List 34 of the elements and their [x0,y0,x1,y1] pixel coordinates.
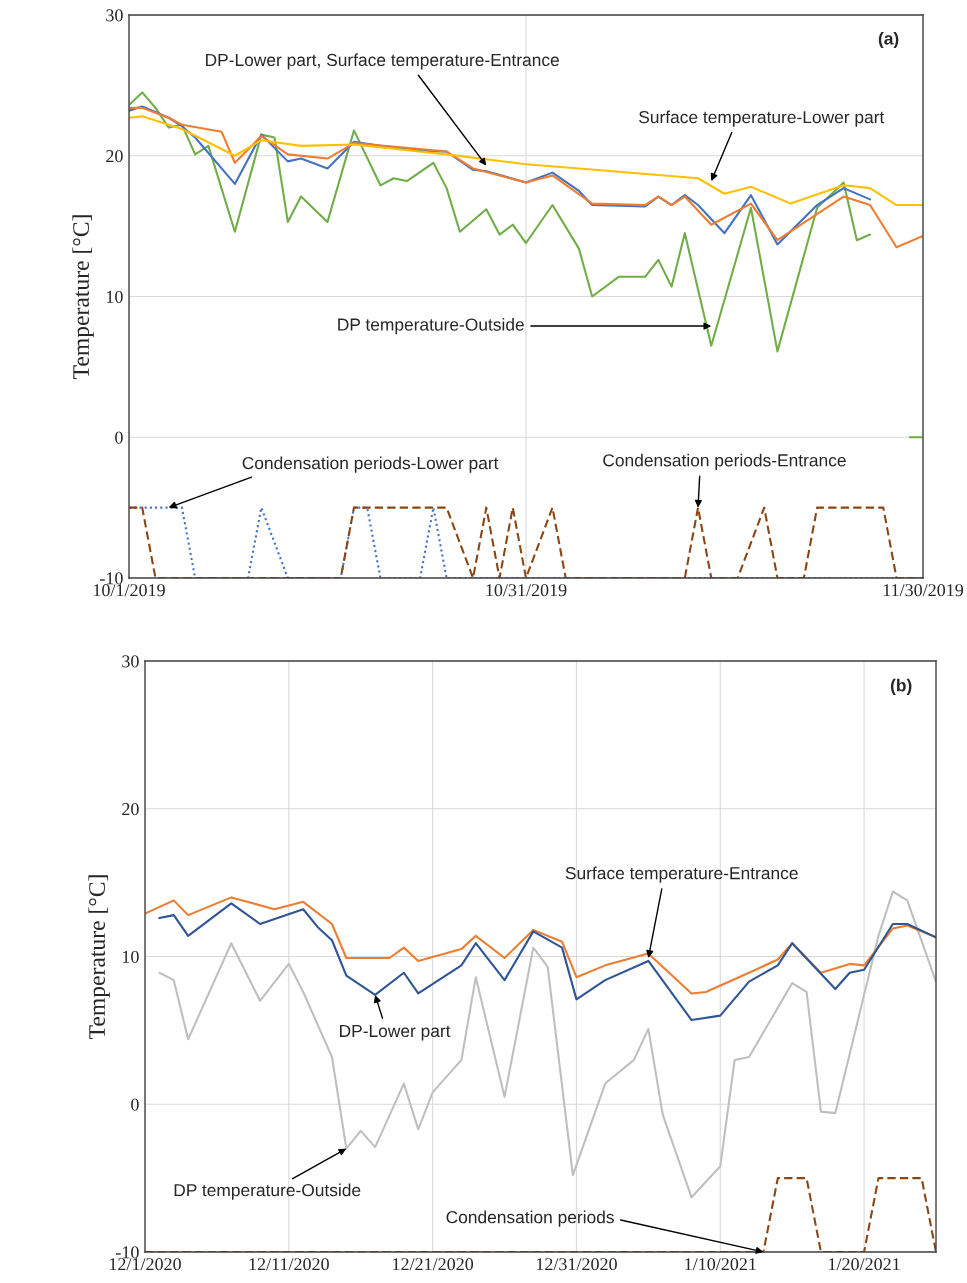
x-tick-label: 11/30/2019 [883,584,964,597]
y-tick-label: 30 [122,655,139,668]
annotation: DP temperature-Outside [174,1183,361,1200]
line-series [158,902,936,1022]
annotation: DP temperature-Outside [338,317,524,335]
x-tick-label: 12/11/2020 [249,1258,329,1271]
x-tick-label: 12/21/2020 [393,1258,474,1271]
annotation: Condensation periods-Entrance [603,453,846,470]
annotation: (b) [890,678,912,695]
y-tick-label: 20 [106,150,123,163]
x-tick-label: 10/1/2019 [93,584,165,597]
line-series [158,890,936,1199]
y-tick-label: 0 [115,431,123,444]
annotation: DP-Lower part [340,1024,451,1041]
x-tick-label: 1/20/2021 [829,1258,900,1271]
annotation: DP-Lower part, Surface temperature-Entrance [206,53,559,70]
x-tick-label: 10/31/2019 [486,584,567,597]
x-tick-label: 12/31/2020 [536,1258,617,1271]
y-tick-label: 10 [106,290,123,303]
x-tick-label: 1/10/2021 [685,1258,756,1271]
y-tick-label: 30 [106,9,123,22]
y-axis-title: Temperature [°C] [88,875,110,1039]
y-tick-label: -10 [100,572,123,585]
annotation: Condensation periods-Lower part [242,456,499,473]
annotation: Surface temperature-Lower part [639,110,885,127]
x-tick-label: 12/1/2020 [109,1258,181,1271]
y-tick-label: -10 [116,1246,139,1259]
y-tick-label: 10 [122,950,139,963]
y-tick-label: 0 [131,1098,139,1111]
y-axis-title: Temperature [°C] [72,215,94,379]
y-tick-label: 20 [122,803,139,816]
annotation: Surface temperature-Entrance [565,866,798,883]
annotation: (a) [878,31,899,49]
annotation: Condensation periods [446,1210,614,1227]
